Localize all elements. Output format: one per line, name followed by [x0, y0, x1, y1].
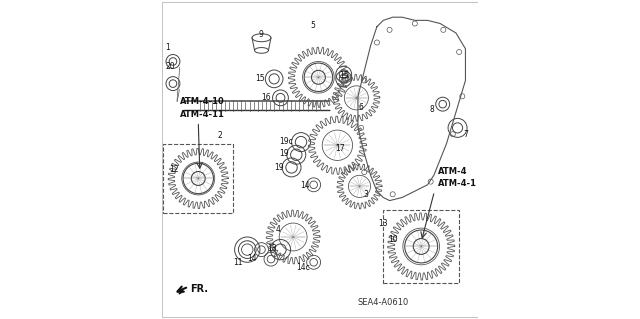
Text: ATM-4-10: ATM-4-10: [180, 97, 225, 106]
Text: 7: 7: [463, 130, 468, 139]
Bar: [383, 210, 459, 283]
Text: 19: 19: [279, 149, 289, 158]
Text: 14: 14: [247, 254, 257, 263]
Text: 6: 6: [358, 103, 364, 112]
Bar: [163, 144, 233, 213]
Text: 14c: 14c: [296, 263, 310, 272]
Text: 11: 11: [233, 258, 243, 267]
Text: 12: 12: [169, 165, 179, 174]
Text: 19c: 19c: [279, 137, 292, 146]
Text: 15: 15: [255, 74, 266, 83]
Text: 20: 20: [166, 62, 175, 71]
Text: 2: 2: [217, 131, 222, 140]
Text: 17: 17: [335, 144, 345, 153]
Text: ATM-4: ATM-4: [438, 167, 467, 176]
Text: 9: 9: [259, 30, 263, 39]
Text: 13: 13: [378, 219, 387, 228]
Text: 19: 19: [275, 163, 284, 172]
FancyBboxPatch shape: [162, 2, 478, 317]
Text: 15: 15: [340, 71, 349, 80]
Text: 1: 1: [166, 43, 170, 52]
Text: 14: 14: [300, 181, 310, 190]
Text: 3: 3: [364, 190, 369, 199]
Text: 18: 18: [267, 244, 276, 253]
Text: 10: 10: [388, 235, 398, 244]
Text: 4: 4: [276, 225, 280, 234]
Text: FR.: FR.: [177, 284, 209, 294]
Text: SEA4-A0610: SEA4-A0610: [358, 298, 409, 307]
Text: 8: 8: [429, 105, 435, 114]
Text: ATM-4-1: ATM-4-1: [438, 179, 477, 189]
Text: 5: 5: [310, 21, 316, 31]
Text: ATM-4-11: ATM-4-11: [180, 110, 225, 119]
Text: 16: 16: [261, 93, 271, 102]
